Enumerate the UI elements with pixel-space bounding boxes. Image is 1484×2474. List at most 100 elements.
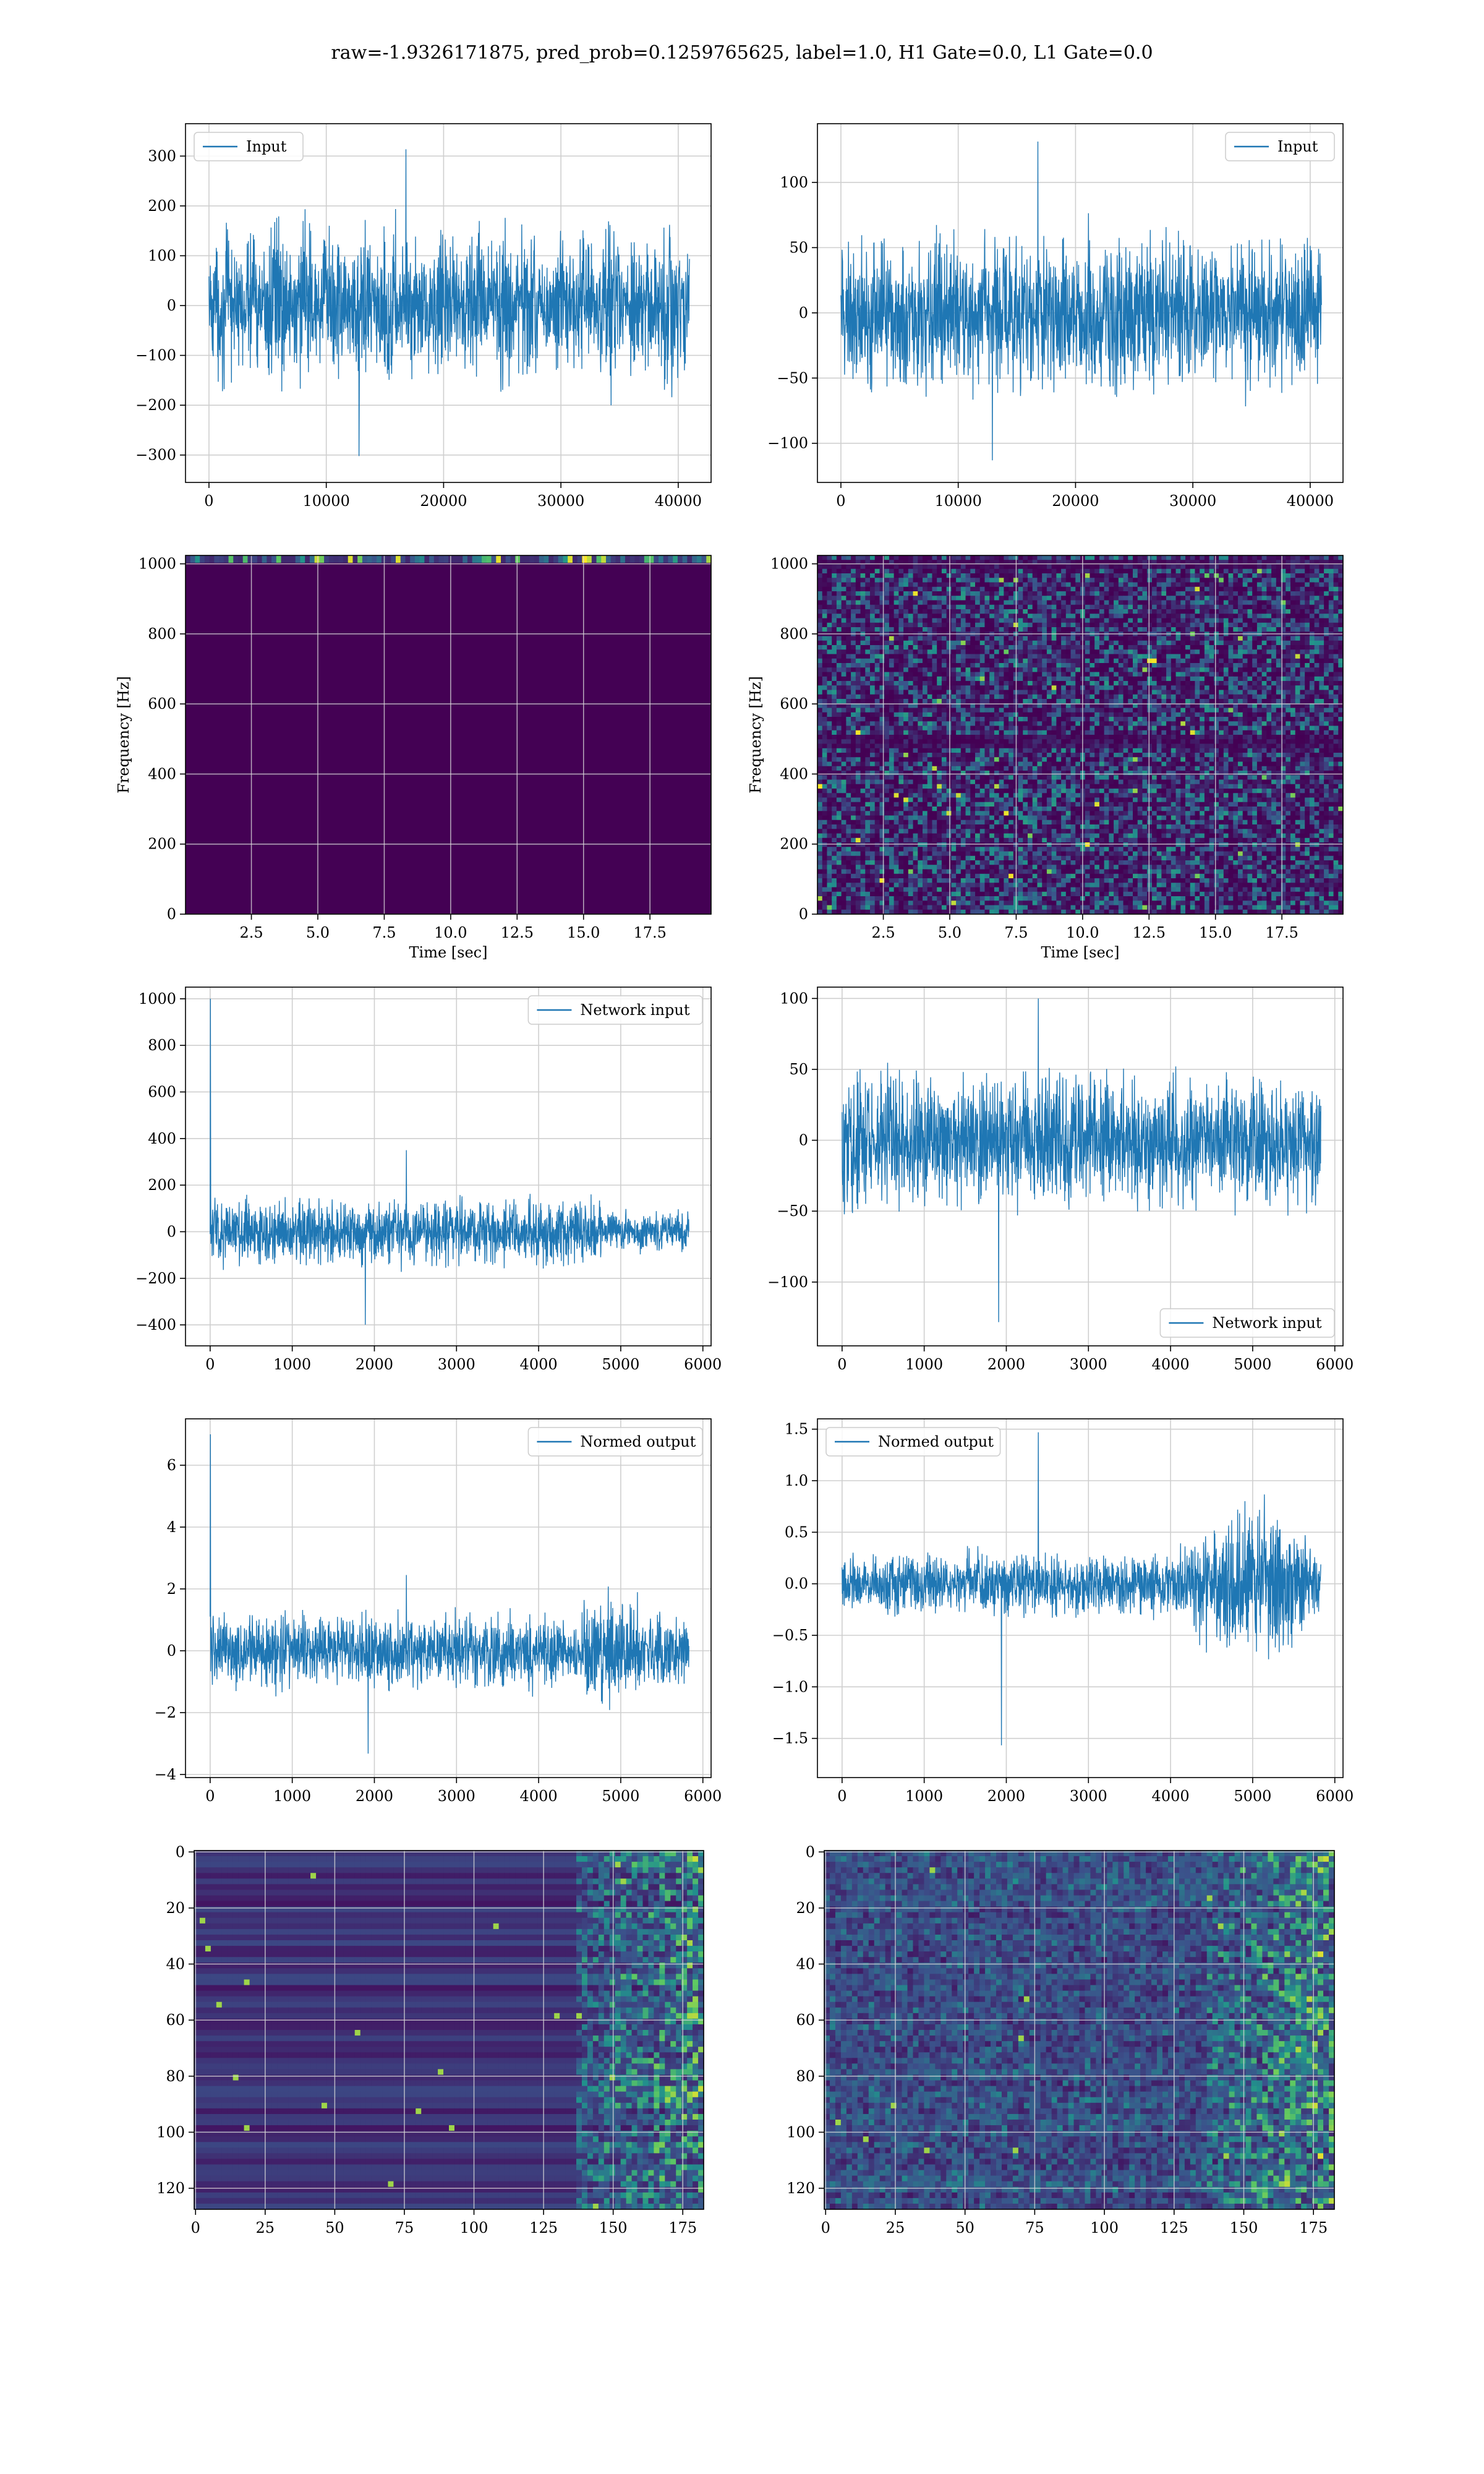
heatmap-cell — [1124, 627, 1128, 632]
heatmap-cell — [1099, 641, 1104, 646]
heatmap-cell — [1133, 717, 1138, 722]
heatmap-cell — [842, 699, 846, 704]
heatmap-cell — [1271, 667, 1276, 672]
heatmap-cell — [908, 583, 913, 588]
heatmap-cell — [837, 744, 842, 749]
heatmap-cell — [894, 565, 899, 570]
heatmap-cell — [918, 614, 923, 618]
heatmap-cell — [846, 587, 851, 592]
heatmap-cell — [923, 623, 927, 628]
heatmap-cell — [1319, 649, 1324, 654]
heatmap-cell — [1247, 717, 1252, 722]
heatmap-cell — [1099, 681, 1104, 686]
heatmap-cell — [1138, 690, 1143, 695]
heatmap-cell — [1071, 636, 1076, 641]
heatmap-cell — [1018, 739, 1023, 744]
heatmap-cell — [1090, 609, 1094, 614]
heatmap-cell — [1271, 591, 1276, 596]
heatmap-cell — [989, 744, 994, 749]
heatmap-cell — [856, 744, 861, 749]
heatmap-cell — [956, 596, 961, 601]
heatmap-cell — [1094, 587, 1099, 592]
heatmap-cell — [970, 614, 975, 618]
heatmap-cell — [1224, 609, 1229, 614]
heatmap-cell — [1233, 713, 1238, 717]
heatmap-cell — [994, 636, 999, 641]
heatmap-cell — [1324, 677, 1329, 682]
heatmap-cell — [1319, 555, 1324, 560]
heatmap-cell — [1138, 659, 1143, 664]
heatmap-cell — [1056, 695, 1061, 700]
heatmap-cell — [827, 735, 832, 740]
heatmap-cell — [1310, 605, 1315, 610]
heatmap-cell — [994, 659, 999, 664]
heatmap-cell — [942, 649, 947, 654]
heatmap-cell — [1262, 569, 1267, 574]
heatmap-cell — [1185, 569, 1190, 574]
heatmap-cell — [1247, 583, 1252, 588]
heatmap-cell — [1238, 565, 1243, 570]
heatmap-cell — [1138, 649, 1143, 654]
heatmap-cell — [1305, 627, 1310, 632]
heatmap-cell — [1028, 636, 1033, 641]
heatmap-cell — [1066, 587, 1071, 592]
heatmap-cell — [1171, 569, 1176, 574]
heatmap-cell — [1119, 591, 1124, 596]
heatmap-cell — [1104, 627, 1109, 632]
heatmap-cell — [1157, 645, 1162, 650]
heatmap-cell — [1157, 627, 1162, 632]
heatmap-cell — [663, 555, 668, 563]
heatmap-cell — [1329, 578, 1334, 583]
heatmap-cell — [894, 605, 899, 610]
y-tick-label: 100 — [780, 174, 808, 191]
heatmap-cell — [846, 681, 851, 686]
heatmap-cell — [975, 685, 980, 690]
heatmap-cell — [553, 555, 558, 563]
heatmap-cell — [989, 726, 994, 731]
heatmap-cell — [861, 677, 866, 682]
heatmap-cell — [942, 636, 947, 641]
heatmap-cell — [889, 627, 894, 632]
heatmap-cell — [961, 605, 966, 610]
heatmap-cell — [923, 601, 927, 606]
heatmap-cell — [842, 717, 846, 722]
heatmap-cell — [980, 663, 985, 668]
heatmap-cell — [1094, 667, 1099, 672]
heatmap-cell — [1066, 730, 1071, 735]
heatmap-cell — [903, 730, 908, 735]
heatmap-cell — [856, 708, 861, 713]
heatmap-cell — [1214, 641, 1219, 646]
heatmap-cell — [1023, 618, 1028, 623]
heatmap-cell — [1243, 578, 1248, 583]
heatmap-cell — [1310, 690, 1315, 695]
heatmap-cell — [1133, 623, 1138, 628]
heatmap-cell — [1185, 677, 1190, 682]
heatmap-cell — [1315, 573, 1320, 578]
heatmap-cell — [1075, 591, 1080, 596]
heatmap-cell — [1152, 721, 1157, 726]
heatmap-cell — [918, 672, 923, 677]
heatmap-cell — [1004, 726, 1009, 731]
y-tick-label: 50 — [789, 239, 808, 256]
heatmap-cell — [966, 605, 971, 610]
heatmap-cell — [1229, 649, 1234, 654]
heatmap-cell — [961, 583, 966, 588]
heatmap-cell — [1109, 685, 1114, 690]
heatmap-cell — [1056, 672, 1061, 677]
heatmap-cell — [980, 569, 985, 574]
heatmap-cell — [1033, 672, 1038, 677]
heatmap-cell — [1033, 609, 1038, 614]
heatmap-cell — [1056, 713, 1061, 717]
heatmap-cell — [1009, 601, 1013, 606]
heatmap-cell — [1128, 636, 1133, 641]
heatmap-cell — [865, 609, 870, 614]
heatmap-cell — [1124, 744, 1128, 749]
heatmap-cell — [1099, 708, 1104, 713]
heatmap-cell — [659, 555, 663, 563]
heatmap-cell — [1099, 735, 1104, 740]
heatmap-cell — [1271, 735, 1276, 740]
heatmap-cell — [913, 659, 918, 664]
heatmap-cell — [1229, 623, 1234, 628]
heatmap-cell — [1286, 744, 1290, 749]
heatmap-cell — [1133, 627, 1138, 632]
